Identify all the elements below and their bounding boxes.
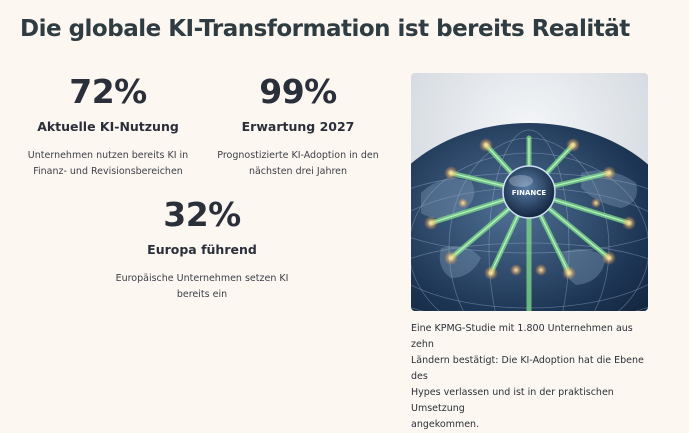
page-title: Die globale KI-Transformation ist bereit…	[20, 16, 630, 42]
stat-description-line: Europäische Unternehmen setzen KI	[115, 273, 289, 284]
stat-description-line: nächsten drei Jahren	[248, 166, 348, 177]
globe-label: FINANCE	[512, 189, 547, 197]
stat-description-line: bereits ein	[176, 289, 228, 300]
finance-globe-image: FINANCE	[411, 73, 648, 311]
stat-value: 72%	[69, 72, 147, 111]
caption-line: angekommen.	[411, 419, 480, 430]
stat-card-expectation-2027: 99% Erwartung 2027 Prognostizierte KI-Ad…	[208, 72, 388, 180]
stat-description: Unternehmen nutzen bereits KI in Finanz-…	[18, 148, 198, 180]
stat-card-ai-usage: 72% Aktuelle KI-Nutzung Unternehmen nutz…	[18, 72, 198, 180]
stat-description-line: Finanz- und Revisionsbereichen	[33, 166, 183, 177]
stat-label: Erwartung 2027	[241, 119, 355, 134]
caption-line: Hypes verlassen und ist in der praktisch…	[411, 387, 614, 414]
stat-card-europe-leading: 32% Europa führend Europäische Unternehm…	[112, 195, 292, 303]
stat-value: 99%	[259, 72, 337, 111]
stat-description-line: Unternehmen nutzen bereits KI in	[27, 150, 189, 161]
caption-line: Ländern bestätigt: Die KI-Adoption hat d…	[411, 355, 644, 382]
stat-label: Aktuelle KI-Nutzung	[37, 119, 179, 134]
globe-illustration: FINANCE	[411, 73, 648, 311]
caption-text: Eine KPMG-Studie mit 1.800 Unternehmen a…	[411, 321, 656, 433]
stat-value: 32%	[163, 195, 241, 234]
stat-description: Europäische Unternehmen setzen KI bereit…	[112, 271, 292, 303]
caption-line: Eine KPMG-Studie mit 1.800 Unternehmen a…	[411, 323, 633, 350]
stat-label: Europa führend	[147, 242, 257, 257]
stat-description: Prognostizierte KI-Adoption in den nächs…	[208, 148, 388, 180]
stat-description-line: Prognostizierte KI-Adoption in den	[217, 150, 379, 161]
